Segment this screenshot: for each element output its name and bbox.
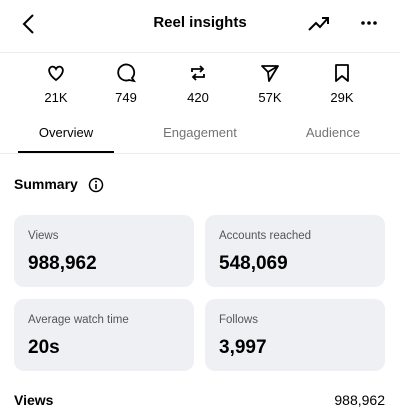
section-title: Summary: [14, 176, 78, 192]
likes-icon: [26, 63, 86, 83]
stat-value: 420: [187, 90, 209, 105]
views-label: Views: [14, 392, 54, 408]
metric-label: Views: [28, 230, 59, 242]
metric-label: Follows: [219, 314, 258, 326]
tab-indicator: [18, 151, 114, 153]
metric-value: 548,069: [219, 253, 288, 274]
metric-value: 3,997: [219, 337, 267, 358]
metric-card[interactable]: Follows 3,997: [205, 299, 385, 371]
metric-card[interactable]: Accounts reached 548,069: [205, 215, 385, 287]
metric-card[interactable]: Views 988,962: [14, 215, 194, 287]
views-value: 988,962: [334, 392, 385, 408]
reposts-icon: [168, 63, 228, 83]
metric-label: Average watch time: [28, 314, 129, 326]
metric-card[interactable]: Average watch time 20s: [14, 299, 194, 371]
comments-icon: [96, 63, 156, 83]
metric-label: Accounts reached: [219, 230, 312, 242]
stat-value: 29K: [330, 90, 354, 105]
saves-icon: [312, 63, 372, 83]
tab[interactable]: Overview: [38, 125, 94, 140]
info-button[interactable]: [88, 177, 104, 193]
metric-value: 988,962: [28, 253, 97, 274]
back-button[interactable]: [20, 13, 40, 35]
shares-icon: [240, 63, 300, 83]
page-title: Reel insights: [153, 14, 247, 31]
stat-value: 749: [115, 90, 137, 105]
more-button[interactable]: [359, 18, 379, 28]
divider: [0, 52, 400, 53]
trend-button[interactable]: [307, 14, 331, 34]
tab[interactable]: Audience: [305, 125, 361, 140]
stat-value: 57K: [258, 90, 282, 105]
divider: [0, 153, 400, 154]
metric-value: 20s: [28, 337, 60, 358]
tab[interactable]: Engagement: [163, 125, 237, 140]
stat-value: 21K: [44, 90, 68, 105]
